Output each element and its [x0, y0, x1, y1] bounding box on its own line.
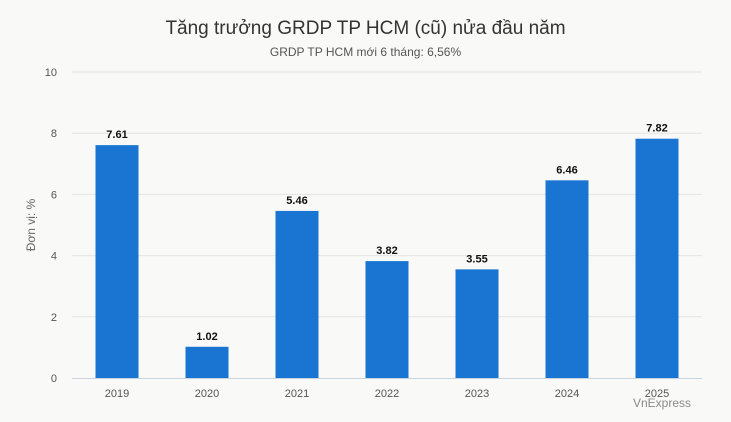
x-tick-label: 2020: [195, 388, 219, 400]
x-tick-label: 2023: [465, 388, 489, 400]
chart-title: Tăng trưởng GRDP TP HCM (cũ) nửa đầu năm: [165, 18, 566, 39]
x-tick-label: 2019: [105, 388, 129, 400]
y-axis-label: Đơn vị: %: [24, 198, 38, 251]
data-label: 7.61: [106, 129, 127, 141]
bar: [635, 138, 679, 378]
bar: [95, 145, 139, 378]
data-label: 7.82: [646, 123, 667, 135]
y-tick-label: 8: [51, 128, 57, 140]
y-tick-label: 10: [45, 67, 57, 79]
data-labels: 7.61 1.02 5.46 3.82 3.55 6.46 7.82: [106, 123, 667, 343]
bar: [185, 346, 229, 378]
data-label: 3.82: [376, 245, 397, 257]
y-tick-label: 0: [51, 373, 57, 385]
y-tick-label: 2: [51, 312, 57, 324]
x-axis-ticks: 2019 2020 2021 2022 2023 2024 2025: [105, 388, 669, 400]
x-tick-label: 2025: [645, 388, 669, 400]
bar: [545, 180, 589, 378]
data-label: 3.55: [466, 253, 487, 265]
data-label: 6.46: [556, 164, 577, 176]
bar: [455, 269, 499, 378]
y-axis-ticks: 0 2 4 6 8 10: [45, 67, 57, 385]
source-credit: VnExpress: [633, 396, 691, 410]
x-tick-label: 2021: [285, 388, 309, 400]
x-tick-label: 2024: [555, 388, 579, 400]
data-label: 1.02: [196, 331, 217, 343]
bar: [365, 261, 409, 378]
data-label: 5.46: [286, 195, 307, 207]
chart-subtitle: GRDP TP HCM mới 6 tháng: 6,56%: [269, 45, 462, 59]
bars: [95, 138, 679, 378]
x-tick-label: 2022: [375, 388, 399, 400]
y-tick-label: 6: [51, 189, 57, 201]
bar: [275, 210, 319, 378]
y-tick-label: 4: [51, 251, 57, 263]
